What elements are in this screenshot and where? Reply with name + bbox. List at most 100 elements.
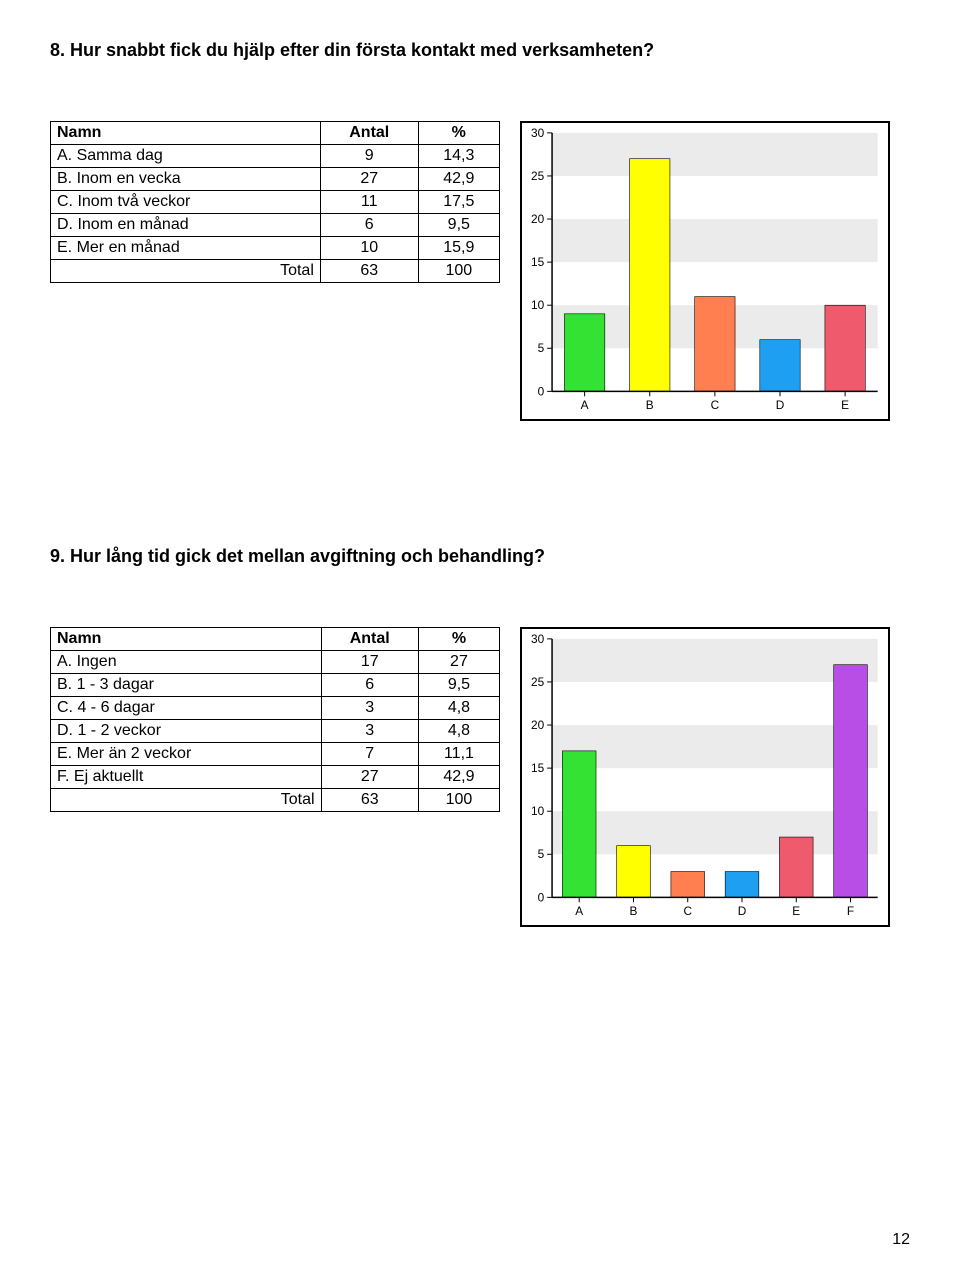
q9-title: 9. Hur lång tid gick det mellan avgiftni… [50,546,910,567]
svg-text:D: D [738,904,747,918]
svg-text:B: B [646,398,654,412]
th-count: Antal [321,628,418,651]
th-pct: % [418,122,499,145]
row-label: D. Inom en månad [51,214,321,237]
svg-text:30: 30 [531,632,545,646]
q9-table: Namn Antal % A. Ingen1727B. 1 - 3 dagar6… [50,627,500,812]
svg-text:C: C [711,398,720,412]
row-count: 10 [320,237,418,260]
svg-text:10: 10 [531,298,545,312]
row-label: E. Mer en månad [51,237,321,260]
table-row: B. 1 - 3 dagar69,5 [51,674,500,697]
total-pct: 100 [418,789,499,812]
row-label: A. Samma dag [51,145,321,168]
bar [760,340,800,392]
row-count: 3 [321,720,418,743]
svg-text:0: 0 [538,890,545,904]
row-label: F. Ej aktuellt [51,766,322,789]
row-count: 3 [321,697,418,720]
row-label: B. 1 - 3 dagar [51,674,322,697]
svg-text:20: 20 [531,718,545,732]
table-row: C. Inom två veckor1117,5 [51,191,500,214]
svg-text:20: 20 [531,212,545,226]
row-count: 7 [321,743,418,766]
table-row: E. Mer en månad1015,9 [51,237,500,260]
total-label: Total [51,260,321,283]
bar [617,846,651,898]
q8-title: 8. Hur snabbt fick du hjälp efter din fö… [50,40,910,61]
bar [695,297,735,392]
svg-text:5: 5 [538,341,545,355]
bar [725,872,759,898]
svg-text:C: C [683,904,692,918]
row-label: C. Inom två veckor [51,191,321,214]
row-pct: 11,1 [418,743,499,766]
table-row: A. Ingen1727 [51,651,500,674]
svg-text:A: A [581,398,589,412]
row-pct: 9,5 [418,674,499,697]
svg-text:0: 0 [538,384,545,398]
row-count: 17 [321,651,418,674]
row-count: 6 [321,674,418,697]
row-pct: 27 [418,651,499,674]
th-pct: % [418,628,499,651]
q8-section: Namn Antal % A. Samma dag914,3B. Inom en… [50,121,910,426]
table-row: C. 4 - 6 dagar34,8 [51,697,500,720]
th-name: Namn [51,122,321,145]
table-total-row: Total63100 [51,789,500,812]
row-label: C. 4 - 6 dagar [51,697,322,720]
row-pct: 17,5 [418,191,499,214]
row-pct: 4,8 [418,697,499,720]
table-row: D. 1 - 2 veckor34,8 [51,720,500,743]
bar [825,305,865,391]
svg-text:25: 25 [531,675,545,689]
svg-text:30: 30 [531,126,545,140]
table-total-row: Total63100 [51,260,500,283]
bar [564,314,604,392]
row-pct: 4,8 [418,720,499,743]
row-count: 27 [321,766,418,789]
svg-text:D: D [776,398,785,412]
bar [834,665,868,898]
row-label: B. Inom en vecka [51,168,321,191]
row-count: 9 [320,145,418,168]
q9-chart: 0 5 10 15 20 25 30 A B C D E F [520,627,890,932]
table-row: D. Inom en månad69,5 [51,214,500,237]
row-pct: 14,3 [418,145,499,168]
svg-text:F: F [847,904,854,918]
svg-text:B: B [630,904,638,918]
svg-text:10: 10 [531,804,545,818]
table-row: B. Inom en vecka2742,9 [51,168,500,191]
row-label: E. Mer än 2 veckor [51,743,322,766]
total-count: 63 [320,260,418,283]
svg-text:E: E [792,904,800,918]
total-pct: 100 [418,260,499,283]
svg-text:15: 15 [531,761,545,775]
svg-text:A: A [575,904,583,918]
bar [630,159,670,392]
row-label: A. Ingen [51,651,322,674]
total-count: 63 [321,789,418,812]
row-label: D. 1 - 2 veckor [51,720,322,743]
svg-text:E: E [841,398,849,412]
q9-section: Namn Antal % A. Ingen1727B. 1 - 3 dagar6… [50,627,910,932]
row-pct: 15,9 [418,237,499,260]
table-row: F. Ej aktuellt2742,9 [51,766,500,789]
bar [562,751,596,897]
svg-text:15: 15 [531,255,545,269]
svg-text:5: 5 [538,847,545,861]
row-count: 6 [320,214,418,237]
row-pct: 42,9 [418,766,499,789]
q8-table: Namn Antal % A. Samma dag914,3B. Inom en… [50,121,500,283]
total-label: Total [51,789,322,812]
table-row: E. Mer än 2 veckor711,1 [51,743,500,766]
bar [779,837,813,897]
bar [671,872,705,898]
table-row: A. Samma dag914,3 [51,145,500,168]
row-pct: 42,9 [418,168,499,191]
q8-chart: 0 5 10 15 20 25 30 A B C D E [520,121,890,426]
row-count: 11 [320,191,418,214]
row-pct: 9,5 [418,214,499,237]
th-name: Namn [51,628,322,651]
svg-text:25: 25 [531,169,545,183]
